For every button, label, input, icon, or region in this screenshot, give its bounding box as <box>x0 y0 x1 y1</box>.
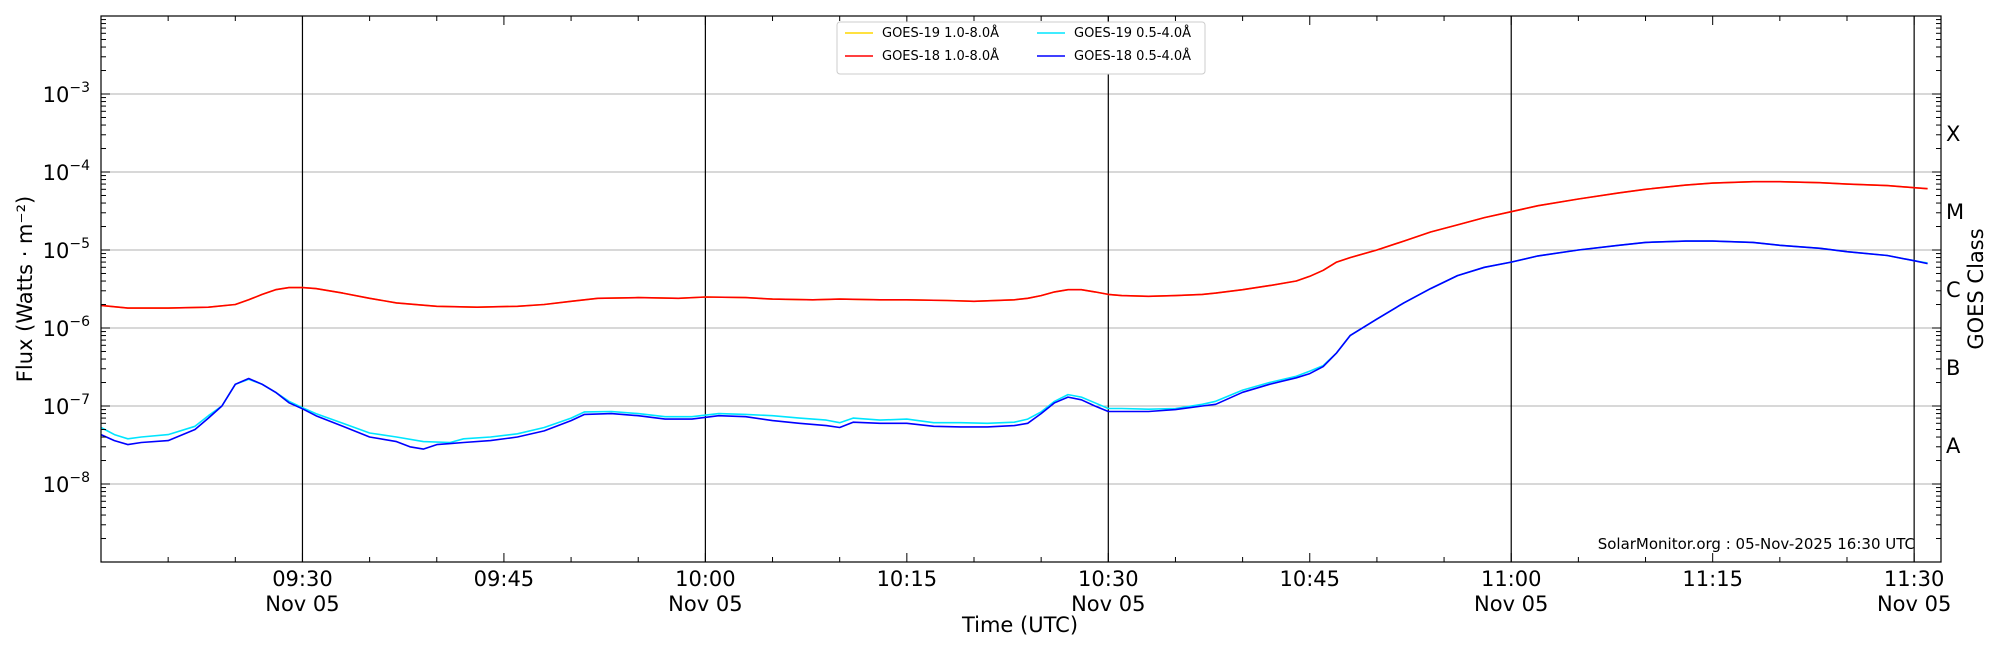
legend-label: GOES-19 1.0-8.0Å <box>882 25 999 41</box>
x-tick-label: 09:30 <box>272 567 333 591</box>
series-line <box>100 240 1928 450</box>
legend-label: GOES-18 0.5-4.0Å <box>1074 48 1191 64</box>
goes-class-label: C <box>1946 278 1961 302</box>
right-axis-title: GOES Class <box>1964 228 1988 349</box>
legend-label: GOES-19 0.5-4.0Å <box>1074 25 1191 41</box>
x-tick-label: 10:30 <box>1078 567 1139 591</box>
x-tick-label: 10:15 <box>877 567 938 591</box>
y-axis-title: Flux (Watts · m⁻²) <box>13 196 37 382</box>
y-tick-label: 10−4 <box>43 158 90 185</box>
y-tick-label: 10−5 <box>43 236 90 263</box>
y-tick-label: 10−8 <box>43 470 90 497</box>
x-tick-label: 11:15 <box>1682 567 1743 591</box>
x-tick-date: Nov 05 <box>265 592 339 616</box>
y-tick-label: 10−7 <box>43 392 90 419</box>
tick-marks <box>100 16 1941 563</box>
y-tick-label: 10−3 <box>43 80 90 107</box>
y-tick-labels: 10−8 10−7 10−6 10−5 10−4 10−3 <box>43 80 90 497</box>
series-lines <box>100 180 1928 450</box>
grid <box>101 93 1941 485</box>
x-tick-label: 10:45 <box>1279 567 1340 591</box>
x-tick-label: 11:00 <box>1481 567 1542 591</box>
x-tick-date: Nov 05 <box>1877 592 1951 616</box>
y-tick-label: 10−6 <box>43 314 90 341</box>
series-line <box>100 180 1928 309</box>
x-tick-date: Nov 05 <box>1474 592 1548 616</box>
legend-label: GOES-18 1.0-8.0Å <box>882 48 999 64</box>
credit-text: SolarMonitor.org : 05-Nov-2025 16:30 UTC <box>1598 535 1915 553</box>
legend: GOES-19 1.0-8.0Å GOES-18 1.0-8.0Å GOES-19 … <box>836 21 1206 75</box>
goes-class-label: A <box>1946 434 1961 458</box>
day-lines <box>301 16 1915 562</box>
goes-class-label: X <box>1946 122 1960 146</box>
x-tick-date: Nov 05 <box>1071 592 1145 616</box>
x-axis-title: Time (UTC) <box>961 613 1078 637</box>
goes-class-label: M <box>1946 200 1964 224</box>
plot-frame <box>100 15 1942 563</box>
goes-class-label: B <box>1946 356 1960 380</box>
x-tick-label: 11:30 <box>1884 567 1945 591</box>
x-tick-date: Nov 05 <box>668 592 742 616</box>
legend-box <box>836 21 1206 75</box>
x-tick-label: 10:00 <box>675 567 736 591</box>
x-tick-label: 09:45 <box>474 567 535 591</box>
goes-class-labels: A B C M X <box>1946 122 1964 458</box>
